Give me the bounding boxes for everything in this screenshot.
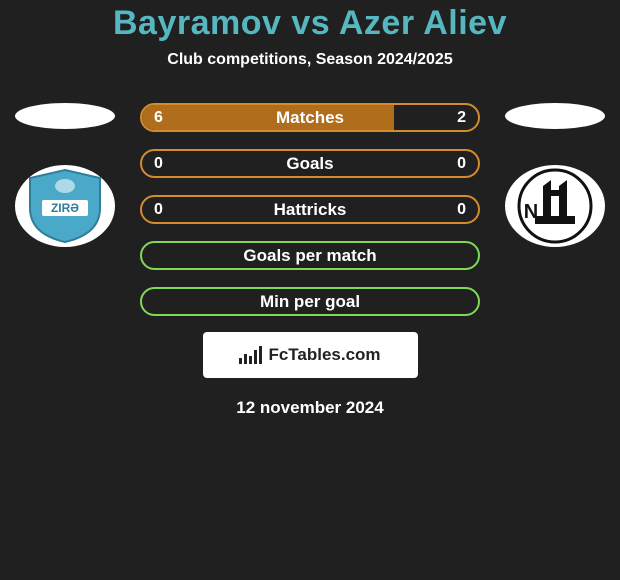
right-club-badge: N [505,165,605,247]
left-club-badge: ZIRƏ [15,165,115,247]
watermark: FcTables.com [203,332,418,378]
stat-bar: Hattricks0 0 [140,195,480,224]
bar-label: Goals [142,151,478,176]
bar-left-value: 0 [154,197,163,222]
stat-bar: Min per goal [140,287,480,316]
player-placeholder-right [505,103,605,129]
subtitle: Club competitions, Season 2024/2025 [0,51,620,69]
bars-container: Matches62Goals00Hattricks00Goals per mat… [140,103,480,316]
svg-text:N: N [524,201,538,223]
bar-left-value: 0 [154,151,163,176]
bar-label: Matches [142,105,478,130]
bar-label: Hattricks [142,197,478,222]
page-title: Bayramov vs Azer Aliev [0,4,620,43]
watermark-text: FcTables.com [268,345,380,365]
stat-bar: Goals per match [140,241,480,270]
svg-text:ZIRƏ: ZIRƏ [51,201,79,215]
comparison-card: Bayramov vs Azer Aliev Club competitions… [0,0,620,418]
bar-label: Goals per match [142,243,478,268]
bar-left-value: 6 [154,105,163,130]
content-row: ZIRƏ Matches62Goals00Hattricks00Goals pe… [0,103,620,316]
bar-right-value: 0 [457,151,466,176]
neftchi-badge-icon: N [513,168,597,244]
stat-bar: Goals0 0 [140,149,480,178]
stat-bar: Matches6 2 [140,103,480,132]
zira-shield-icon: ZIRƏ [20,168,110,244]
bar-right-value: 0 [457,197,466,222]
bar-label: Min per goal [142,289,478,314]
date: 12 november 2024 [0,398,620,418]
bar-right-value: 2 [457,105,466,130]
right-side: N [500,103,610,247]
player-placeholder-left [15,103,115,129]
chart-bars-icon [239,346,262,364]
left-side: ZIRƏ [10,103,120,247]
